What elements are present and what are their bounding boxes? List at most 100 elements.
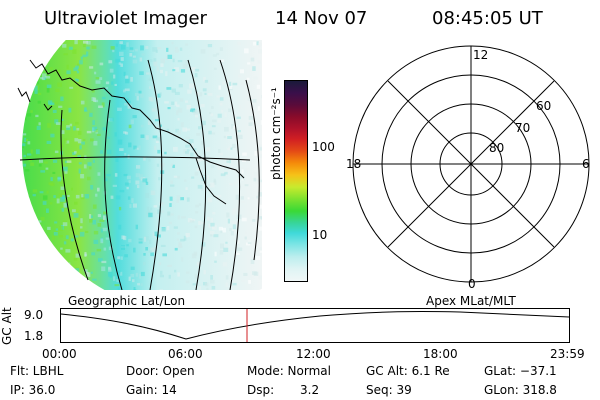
- speckle-pixel: [140, 93, 144, 98]
- speckle-pixel: [83, 138, 86, 141]
- speckle-pixel: [69, 123, 73, 127]
- speckle-pixel: [227, 218, 230, 224]
- speckle-pixel: [145, 135, 149, 140]
- speckle-pixel: [167, 264, 172, 267]
- speckle-pixel: [201, 140, 204, 145]
- speckle-pixel: [241, 279, 246, 283]
- speckle-pixel: [43, 77, 47, 80]
- speckle-pixel: [147, 78, 151, 81]
- speckle-pixel: [27, 141, 31, 145]
- speckle-pixel: [172, 69, 176, 72]
- speckle-pixel: [92, 120, 95, 125]
- speckle-pixel: [166, 87, 172, 90]
- speckle-pixel: [146, 210, 151, 214]
- speckle-pixel: [73, 67, 79, 72]
- speckle-pixel: [40, 228, 43, 231]
- speckle-pixel: [108, 271, 113, 277]
- speckle-pixel: [226, 162, 229, 165]
- speckle-pixel: [73, 213, 79, 218]
- speckle-pixel: [22, 190, 25, 196]
- speckle-pixel: [2, 119, 4, 124]
- speckle-pixel: [36, 227, 40, 230]
- speckle-pixel: [108, 60, 113, 64]
- speckle-pixel: [186, 271, 190, 274]
- speckle-pixel: [17, 287, 19, 290]
- speckle-pixel: [259, 247, 262, 252]
- speckle-pixel: [260, 120, 262, 125]
- speckle-pixel: [22, 57, 23, 61]
- speckle-pixel: [166, 226, 170, 231]
- speckle-pixel: [160, 210, 165, 213]
- speckle-pixel: [244, 230, 248, 235]
- apex-panel-label: Apex MLat/MLT: [426, 294, 516, 308]
- speckle-pixel: [66, 262, 71, 266]
- speckle-pixel: [156, 163, 160, 167]
- speckle-pixel: [203, 269, 206, 275]
- speckle-pixel: [125, 131, 129, 135]
- speckle-pixel: [178, 84, 183, 88]
- speckle-pixel: [103, 215, 106, 220]
- speckle-pixel: [213, 180, 217, 185]
- speckle-pixel: [214, 251, 217, 257]
- speckle-pixel: [201, 188, 204, 192]
- speckle-pixel: [194, 68, 200, 72]
- speckle-pixel: [17, 56, 20, 61]
- speckle-pixel: [170, 213, 174, 216]
- speckle-pixel: [197, 184, 203, 189]
- speckle-pixel: [210, 279, 215, 284]
- speckle-pixel: [182, 127, 187, 132]
- speckle-pixel: [15, 62, 18, 66]
- speckle-pixel: [177, 232, 180, 235]
- speckle-pixel: [232, 126, 236, 129]
- speckle-pixel: [85, 269, 88, 273]
- speckle-pixel: [201, 120, 206, 126]
- speckle-pixel: [91, 45, 97, 49]
- speckle-pixel: [139, 57, 143, 62]
- speckle-pixel: [15, 42, 19, 47]
- speckle-pixel: [253, 177, 257, 182]
- speckle-pixel: [241, 81, 244, 86]
- speckle-pixel: [207, 93, 213, 96]
- speckle-pixel: [126, 244, 129, 247]
- speckle-pixel: [210, 113, 214, 117]
- speckle-pixel: [242, 152, 247, 156]
- speckle-pixel: [196, 133, 200, 136]
- speckle-pixel: [194, 171, 199, 176]
- speckle-pixel: [79, 283, 83, 286]
- speckle-pixel: [210, 182, 215, 188]
- speckle-pixel: [115, 158, 119, 162]
- speckle-pixel: [63, 166, 68, 172]
- speckle-pixel: [225, 275, 229, 280]
- speckle-pixel: [182, 63, 188, 69]
- speckle-pixel: [22, 187, 23, 190]
- speckle-pixel: [216, 195, 222, 198]
- speckle-pixel: [110, 46, 115, 50]
- speckle-pixel: [13, 220, 15, 224]
- speckle-pixel: [78, 130, 82, 135]
- speckle-pixel: [8, 200, 13, 204]
- mlt-label-12: 12: [473, 48, 488, 62]
- altitude-plot: [60, 308, 570, 343]
- speckle-pixel: [74, 201, 78, 205]
- speckle-pixel: [80, 56, 83, 60]
- speckle-pixel: [14, 84, 19, 88]
- speckle-pixel: [178, 243, 182, 248]
- speckle-pixel: [9, 174, 13, 176]
- speckle-pixel: [94, 99, 99, 103]
- speckle-pixel: [57, 176, 62, 182]
- speckle-pixel: [134, 147, 139, 150]
- speckle-pixel: [138, 145, 141, 151]
- speckle-pixel: [157, 47, 162, 50]
- speckle-pixel: [119, 189, 125, 193]
- speckle-pixel: [222, 262, 228, 267]
- time-tick-0600: 06:00: [168, 347, 203, 361]
- speckle-pixel: [223, 135, 226, 139]
- speckle-pixel: [143, 156, 146, 161]
- speckle-pixel: [170, 184, 175, 187]
- speckle-pixel: [159, 274, 164, 278]
- speckle-pixel: [15, 104, 19, 108]
- instrument-title: Ultraviolet Imager: [44, 8, 207, 29]
- speckle-pixel: [93, 97, 97, 102]
- speckle-pixel: [226, 159, 231, 164]
- speckle-pixel: [202, 88, 207, 92]
